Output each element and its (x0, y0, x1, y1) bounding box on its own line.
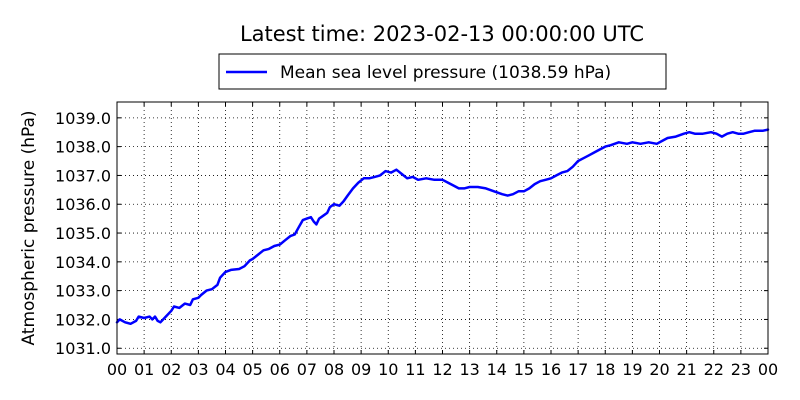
legend-box (218, 53, 667, 90)
x-tick-label: 13 (459, 360, 479, 379)
y-tick-label: 1034.0 (55, 253, 111, 272)
plot-area-frame (116, 101, 769, 355)
y-tick-label: 1039.0 (55, 109, 111, 128)
x-tick-label: 21 (676, 360, 696, 379)
x-tick-label: 14 (487, 360, 507, 379)
x-tick-label: 22 (704, 360, 724, 379)
x-tick-label: 18 (595, 360, 615, 379)
x-tick-label: 19 (622, 360, 642, 379)
legend-label: Mean sea level pressure (1038.59 hPa) (280, 63, 611, 83)
x-tick-label: 01 (134, 360, 154, 379)
tick-labels: 00 01 02 03 04 05 06 07 08 09 10 11 12 13 14 15 16 17 18 19… (55, 109, 778, 379)
x-tick-label: 17 (568, 360, 588, 379)
y-tick-label: 1038.0 (55, 138, 111, 157)
x-tick-label: 08 (324, 360, 344, 379)
x-tick-label: 05 (242, 360, 262, 379)
grid (117, 102, 768, 354)
x-tick-label: 12 (432, 360, 452, 379)
x-tick-label: 15 (514, 360, 534, 379)
chart-title: Latest time: 2023-02-13 00:00:00 UTC (240, 22, 644, 46)
y-tick-label: 1036.0 (55, 195, 111, 214)
series-line-mean-sea-level-pressure (115, 128, 770, 326)
y-tick-label: 1031.0 (55, 339, 111, 358)
legend: Mean sea level pressure (1038.59 hPa) (218, 53, 667, 90)
x-tick-label: 06 (270, 360, 290, 379)
x-tick-label: 02 (161, 360, 181, 379)
y-axis-label: Atmospheric pressure (hPa) (19, 110, 39, 345)
x-tick-label: 11 (405, 360, 425, 379)
x-tick-label: 16 (541, 360, 561, 379)
y-tick-label: 1033.0 (55, 282, 111, 301)
series-group (115, 128, 770, 326)
x-tick-label: 09 (351, 360, 371, 379)
x-tick-label: 23 (731, 360, 751, 379)
x-tick-label: 03 (188, 360, 208, 379)
x-tick-label: 20 (649, 360, 669, 379)
ticks (116, 102, 769, 354)
x-tick-label: 00 (758, 360, 778, 379)
x-tick-label: 00 (107, 360, 127, 379)
x-tick-label: 07 (297, 360, 317, 379)
x-tick-label: 04 (215, 360, 235, 379)
x-tick-label: 10 (378, 360, 398, 379)
y-tick-label: 1035.0 (55, 224, 111, 243)
y-tick-label: 1037.0 (55, 166, 111, 185)
y-tick-label: 1032.0 (55, 310, 111, 329)
